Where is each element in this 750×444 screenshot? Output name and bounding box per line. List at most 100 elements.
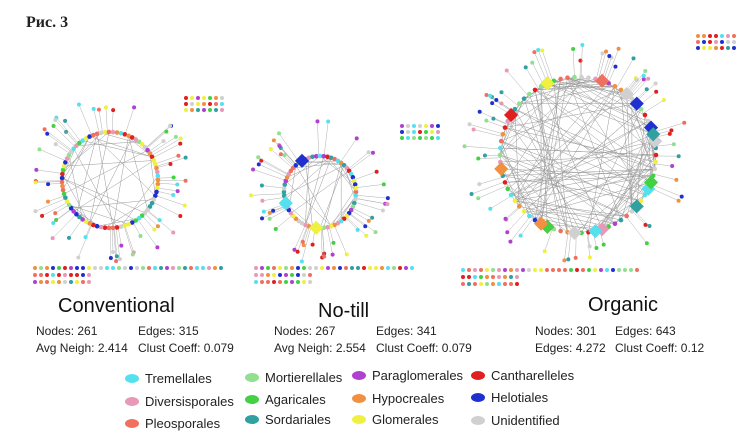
isolated-node: [356, 266, 360, 270]
network-node: [37, 147, 42, 152]
network-edge: [355, 194, 388, 199]
isolated-node: [51, 273, 55, 277]
network-edge: [596, 53, 603, 80]
isolated-node: [45, 266, 49, 270]
legend-label: Glomerales: [372, 412, 439, 427]
legend-swatch: [125, 374, 139, 383]
network-node: [271, 208, 276, 213]
legend-item: Hypocreales: [352, 391, 444, 406]
isolated-node: [485, 268, 489, 272]
network-edge: [630, 78, 649, 98]
isolated-node: [278, 280, 282, 284]
network-edge: [510, 83, 609, 196]
network-edge: [354, 201, 383, 211]
isolated-node: [75, 273, 79, 277]
network-edge: [504, 175, 654, 183]
isolated-node: [99, 266, 103, 270]
network-node: [183, 155, 188, 160]
network-node: [330, 252, 335, 257]
isolated-node: [424, 124, 428, 128]
network-edge: [305, 159, 313, 228]
network-node: [33, 209, 38, 214]
network-edge: [123, 225, 134, 255]
network-edge: [343, 165, 356, 200]
network-node: [652, 166, 658, 172]
hub-node: [619, 86, 634, 102]
isolated-node: [720, 46, 724, 50]
network-node: [313, 153, 319, 159]
network-edge: [525, 67, 539, 89]
isolated-node: [473, 268, 477, 272]
network-edge: [534, 154, 657, 221]
network-edge: [540, 86, 548, 227]
isolated-node: [708, 46, 712, 50]
network-node: [61, 191, 67, 197]
isolated-node: [714, 40, 718, 44]
legend-swatch: [352, 415, 366, 424]
network-node: [155, 169, 160, 175]
isolated-node: [308, 280, 312, 284]
network-node: [490, 101, 495, 106]
network-edge: [652, 122, 685, 133]
isolated-node: [39, 266, 43, 270]
isolated-node: [400, 124, 404, 128]
network-edge: [157, 182, 178, 185]
isolated-node: [254, 280, 258, 284]
network-node: [119, 243, 124, 248]
isolated-node: [272, 266, 276, 270]
network-edge: [303, 226, 310, 246]
network-edge: [587, 232, 590, 247]
network-edge: [73, 160, 154, 212]
network-edge: [305, 156, 325, 225]
network-edge: [510, 114, 616, 224]
network-node: [161, 139, 166, 144]
network-node: [90, 132, 96, 138]
network-node: [352, 182, 358, 187]
network-edge: [64, 160, 154, 167]
network-node: [530, 60, 535, 65]
isolated-node: [430, 136, 434, 140]
network-edge: [294, 224, 306, 250]
isolated-node: [314, 266, 318, 270]
network-node: [260, 216, 265, 221]
isolated-node: [260, 273, 264, 277]
network-edge: [147, 209, 160, 221]
network-node: [321, 225, 327, 231]
network-node: [669, 128, 674, 133]
isolated-node: [184, 96, 188, 100]
isolated-node: [159, 266, 163, 270]
network-node: [566, 257, 571, 262]
network-edge: [47, 195, 65, 202]
isolated-node: [254, 273, 258, 277]
network-edge: [478, 185, 507, 199]
network-node: [355, 227, 360, 232]
network-edge: [319, 155, 356, 185]
network-node: [572, 74, 577, 80]
network-node: [94, 223, 100, 229]
isolated-node: [123, 266, 127, 270]
stat-avg-neigh: Avg Neigh: 2.554: [274, 341, 366, 355]
network-node: [653, 159, 658, 165]
network-node: [508, 239, 513, 244]
network-edge: [285, 180, 332, 227]
network-node: [83, 219, 89, 224]
isolated-node: [515, 282, 519, 286]
isolated-node: [171, 266, 175, 270]
legend-item: Sordariales: [245, 412, 331, 427]
network-edge: [534, 78, 561, 221]
network-edge: [574, 168, 655, 234]
network-edge: [534, 86, 616, 221]
network-edge: [353, 171, 377, 181]
network-node: [138, 233, 143, 238]
isolated-node: [184, 108, 188, 112]
network-node: [351, 178, 357, 184]
isolated-node: [213, 266, 217, 270]
network-node: [153, 161, 158, 167]
network-edge: [73, 148, 118, 228]
network-node: [74, 211, 79, 217]
network-node: [171, 175, 176, 180]
network-edge: [469, 124, 504, 135]
isolated-node: [406, 136, 410, 140]
network-node: [87, 221, 92, 226]
network-node: [40, 213, 45, 218]
